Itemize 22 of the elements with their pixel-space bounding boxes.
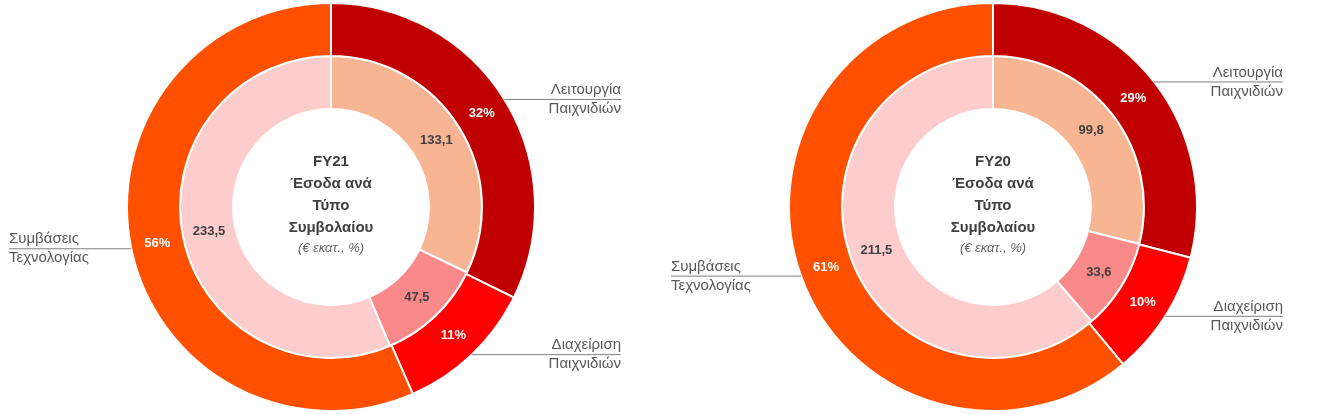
slice-label: Διαχείριση Παιχνιδιών: [1210, 296, 1283, 333]
text: FY20 Έσοδα ανά Τύπο Συμβολαίου: [949, 151, 1037, 237]
data-label: 10%: [1129, 293, 1157, 309]
data-label: 29%: [1120, 89, 1147, 105]
slice-label: Λειτουργία Παιχνιδιών: [548, 80, 622, 117]
data-label: 61%: [813, 258, 840, 274]
slice-label: Διαχείριση Παιχνιδιών: [548, 335, 621, 372]
text: (€ εκατ., %): [296, 240, 366, 255]
text: (€ εκατ., %): [958, 240, 1028, 255]
data-label: 211,5: [860, 241, 893, 257]
data-label: 56%: [144, 234, 171, 250]
data-label: 233,5: [192, 223, 226, 239]
data-label: 32%: [468, 105, 496, 121]
slice-label: Λειτουργία Παιχνιδιών: [1210, 62, 1284, 99]
text: FY21 Έσοδα ανά Τύπο Συμβολαίου: [287, 151, 375, 237]
data-label: 99,8: [1078, 122, 1104, 138]
data-label: 133,1: [420, 132, 453, 148]
data-label: 33,6: [1086, 263, 1112, 279]
slice-label: Συμβάσεις Τεχνολογίας: [9, 229, 89, 266]
data-label: 11%: [440, 327, 467, 343]
slice-label: Συμβάσεις Τεχνολογίας: [671, 256, 751, 293]
data-label: 47,5: [404, 288, 430, 304]
